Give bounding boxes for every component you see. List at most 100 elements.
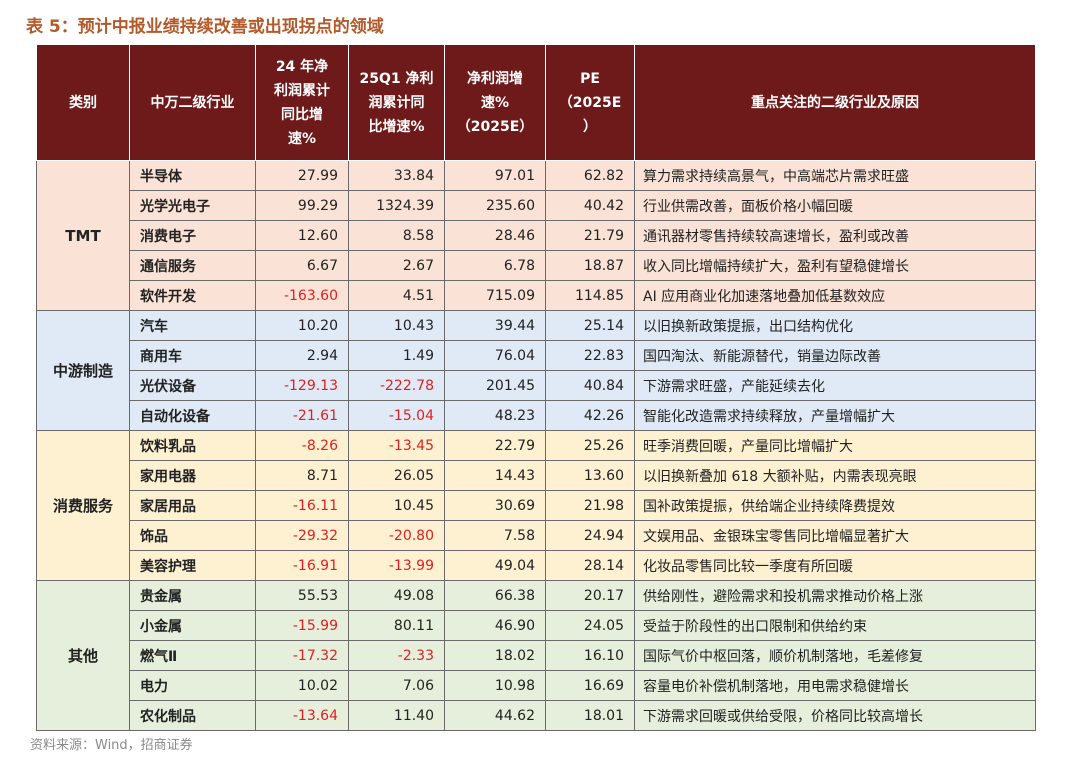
category-cell: 中游制造 (36, 310, 130, 431)
pe-cell: 24.94 (545, 520, 635, 551)
header-category: 类别 (36, 44, 130, 161)
table-row: 家居用品 -16.11 10.45 30.69 21.98 国补政策提振，供给端企业持续降… (36, 490, 1036, 521)
q1-cell: -2.33 (348, 640, 445, 671)
category-cell: TMT (36, 160, 130, 311)
np25-cell: 46.90 (444, 610, 546, 641)
header-np24-line: 同比增 (281, 106, 323, 123)
table-row: 家用电器 8.71 26.05 14.43 13.60 以旧换新叠加 618 大额补贴，内… (36, 460, 1036, 491)
table-row: 自动化设备 -21.61 -15.04 48.23 42.26 智能化改造需求持续释放，产… (36, 400, 1036, 431)
table-row: 光伏设备 -129.13 -222.78 201.45 40.84 下游需求旺盛，产能延续… (36, 370, 1036, 401)
np25-cell: 39.44 (444, 310, 546, 341)
table-row: 通信服务 6.67 2.67 6.78 18.87 收入同比增幅持续扩大，盈利有望稳健增长 (36, 250, 1036, 281)
industry-cell: 光学光电子 (129, 190, 256, 221)
np24-cell: 27.99 (255, 160, 349, 191)
np24-cell: -16.11 (255, 490, 349, 521)
pe-cell: 22.83 (545, 340, 635, 371)
table-row: 中游制造 汽车 10.20 10.43 39.44 25.14 以旧换新政策提振，出口结构优… (36, 310, 1036, 431)
header-pe: PE （2025E ） (545, 44, 635, 161)
category-cell: 其他 (36, 580, 130, 731)
header-q1-line: 润累计同 (368, 94, 425, 111)
industry-cell: 饮料乳品 (129, 430, 256, 461)
reason-cell: 文娱用品、金银珠宝零售同比增幅显著扩大 (634, 520, 1036, 551)
np25-cell: 10.98 (444, 670, 546, 701)
industry-cell: 家用电器 (129, 460, 256, 491)
industry-cell: 汽车 (129, 310, 256, 341)
reason-cell: AI 应用商业化加速落地叠加低基数效应 (634, 280, 1036, 311)
np25-cell: 22.79 (444, 430, 546, 461)
header-pe-line: PE (580, 70, 600, 87)
industry-cell: 小金属 (129, 610, 256, 641)
reason-cell: 国四淘汰、新能源替代，销量边际改善 (634, 340, 1036, 371)
np24-cell: 10.02 (255, 670, 349, 701)
np24-cell: -29.32 (255, 520, 349, 551)
np24-cell: 55.53 (255, 580, 349, 611)
np24-cell: -15.99 (255, 610, 349, 641)
pe-cell: 25.26 (545, 430, 635, 461)
industry-cell: 光伏设备 (129, 370, 256, 401)
np25-cell: 14.43 (444, 460, 546, 491)
header-reason: 重点关注的二级行业及原因 (634, 44, 1036, 161)
reason-cell: 算力需求持续高景气，中高端芯片需求旺盛 (634, 160, 1036, 191)
reason-cell: 通讯器材零售持续较高速增长，盈利或改善 (634, 220, 1036, 251)
table-row: 饰品 -29.32 -20.80 7.58 24.94 文娱用品、金银珠宝零售同比增幅显著… (36, 520, 1036, 551)
pe-cell: 21.79 (545, 220, 635, 251)
header-industry: 中万二级行业 (129, 44, 256, 161)
q1-cell: -20.80 (348, 520, 445, 551)
q1-cell: 26.05 (348, 460, 445, 491)
industry-cell: 自动化设备 (129, 400, 256, 431)
pe-cell: 25.14 (545, 310, 635, 341)
q1-cell: -222.78 (348, 370, 445, 401)
q1-cell: 49.08 (348, 580, 445, 611)
q1-cell: 7.06 (348, 670, 445, 701)
np25-cell: 76.04 (444, 340, 546, 371)
table-row: 光学光电子 99.29 1324.39 235.60 40.42 行业供需改善，面板价格小… (36, 190, 1036, 221)
header-q1: 25Q1 净利 润累计同 比增速% (348, 44, 445, 161)
pe-cell: 28.14 (545, 550, 635, 581)
reason-cell: 下游需求旺盛，产能延续去化 (634, 370, 1036, 401)
header-np24-line: 速% (287, 130, 317, 147)
header-np24-line: 利润累计 (274, 82, 330, 99)
industry-cell: 家居用品 (129, 490, 256, 521)
industry-cell: 半导体 (129, 160, 256, 191)
q1-cell: 10.45 (348, 490, 445, 521)
header-np25: 净利润增 速% （2025E） (444, 44, 546, 161)
pe-cell: 13.60 (545, 460, 635, 491)
industry-cell: 电力 (129, 670, 256, 701)
q1-cell: 1.49 (348, 340, 445, 371)
table-row: 小金属 -15.99 80.11 46.90 24.05 受益于阶段性的出口限制和供给约束 (36, 610, 1036, 641)
reason-cell: 国补政策提振，供给端企业持续降费提效 (634, 490, 1036, 521)
np24-cell: -8.26 (255, 430, 349, 461)
reason-cell: 容量电价补偿机制落地，用电需求稳健增长 (634, 670, 1036, 701)
table-row: 农化制品 -13.64 11.40 44.62 18.01 下游需求回暖或供给受限，价格同… (36, 700, 1036, 731)
table-row: 软件开发 -163.60 4.51 715.09 114.85 AI 应用商业化加速落地叠… (36, 280, 1036, 311)
pe-cell: 40.84 (545, 370, 635, 401)
industry-cell: 商用车 (129, 340, 256, 371)
industry-cell: 农化制品 (129, 700, 256, 731)
np25-cell: 7.58 (444, 520, 546, 551)
industry-cell: 贵金属 (129, 580, 256, 611)
industry-cell: 软件开发 (129, 280, 256, 311)
np25-cell: 28.46 (444, 220, 546, 251)
reason-cell: 行业供需改善，面板价格小幅回暖 (634, 190, 1036, 221)
q1-cell: -13.45 (348, 430, 445, 461)
q1-cell: 2.67 (348, 250, 445, 281)
reason-cell: 受益于阶段性的出口限制和供给约束 (634, 610, 1036, 641)
np24-cell: -13.64 (255, 700, 349, 731)
reason-cell: 国际气价中枢回落，顺价机制落地，毛差修复 (634, 640, 1036, 671)
q1-cell: 33.84 (348, 160, 445, 191)
np25-cell: 66.38 (444, 580, 546, 611)
header-np25-line: 速% (480, 94, 510, 111)
q1-cell: -15.04 (348, 400, 445, 431)
header-q1-line: 比增速% (368, 118, 425, 135)
table-row: 消费服务 饮料乳品 -8.26 -13.45 22.79 25.26 旺季消费回暖，产量同比… (36, 430, 1036, 581)
pe-cell: 42.26 (545, 400, 635, 431)
table-title: 表 5：预计中报业绩持续改善或出现拐点的领域 (26, 17, 384, 37)
header-q1-line: 25Q1 净利 (359, 70, 434, 87)
table-row: 美容护理 -16.91 -13.99 49.04 28.14 化妆品零售同比较一季度有所回… (36, 550, 1036, 581)
np24-cell: 10.20 (255, 310, 349, 341)
q1-cell: 8.58 (348, 220, 445, 251)
q1-cell: 80.11 (348, 610, 445, 641)
table-header: 类别 中万二级行业 24 年净 利润累计 同比增 速% 25Q1 净利 润累计同… (36, 44, 1036, 161)
table-row: 商用车 2.94 1.49 76.04 22.83 国四淘汰、新能源替代，销量边际改善 (36, 340, 1036, 371)
np24-cell: 6.67 (255, 250, 349, 281)
